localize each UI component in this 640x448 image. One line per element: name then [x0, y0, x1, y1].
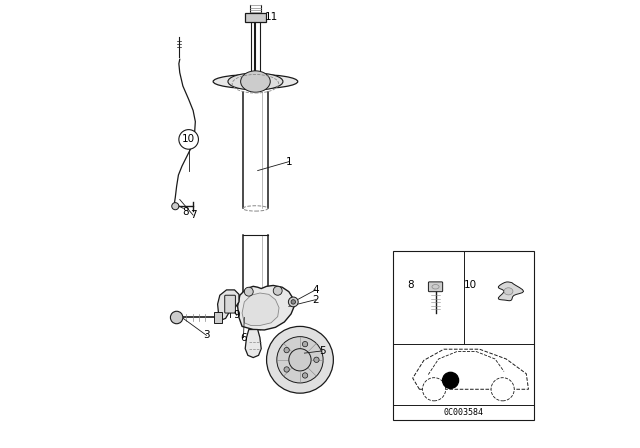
Text: 10: 10 [464, 280, 477, 289]
Text: 9: 9 [234, 310, 240, 320]
Circle shape [289, 349, 311, 371]
Ellipse shape [228, 73, 283, 90]
Polygon shape [218, 290, 239, 320]
FancyBboxPatch shape [214, 312, 223, 323]
Circle shape [302, 341, 308, 347]
Circle shape [302, 373, 308, 378]
Circle shape [422, 378, 445, 401]
Ellipse shape [213, 74, 298, 89]
Text: 11: 11 [264, 12, 278, 22]
Polygon shape [242, 293, 279, 326]
Circle shape [277, 336, 323, 383]
Circle shape [284, 348, 289, 353]
Text: 8: 8 [182, 207, 189, 216]
Circle shape [179, 129, 198, 149]
Circle shape [172, 202, 179, 210]
Text: 3: 3 [203, 330, 210, 340]
Circle shape [291, 300, 296, 304]
Text: 8: 8 [407, 280, 413, 289]
Polygon shape [499, 282, 524, 301]
Circle shape [244, 287, 253, 296]
Text: 6: 6 [240, 332, 247, 343]
Circle shape [284, 367, 289, 372]
Polygon shape [413, 349, 529, 389]
Text: 4: 4 [312, 285, 319, 295]
Ellipse shape [241, 71, 270, 92]
FancyBboxPatch shape [428, 282, 443, 292]
FancyBboxPatch shape [225, 295, 236, 313]
Polygon shape [237, 285, 294, 330]
Ellipse shape [504, 288, 513, 295]
Circle shape [170, 311, 183, 324]
Circle shape [273, 286, 282, 295]
Text: 1: 1 [285, 157, 292, 167]
Text: 0C003584: 0C003584 [444, 408, 484, 417]
Bar [394, 251, 534, 420]
Circle shape [491, 378, 514, 401]
Circle shape [442, 372, 459, 388]
Text: 7: 7 [190, 210, 196, 220]
Circle shape [267, 327, 333, 393]
FancyBboxPatch shape [245, 13, 266, 22]
Circle shape [314, 357, 319, 362]
Text: 2: 2 [312, 295, 319, 305]
Text: 5: 5 [319, 346, 326, 356]
Text: 10: 10 [182, 134, 195, 144]
Polygon shape [245, 330, 261, 358]
Circle shape [289, 297, 298, 307]
